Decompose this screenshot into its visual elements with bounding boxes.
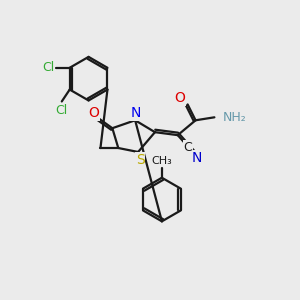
Text: O: O	[88, 106, 99, 120]
Text: Cl: Cl	[42, 61, 54, 74]
Text: C: C	[183, 140, 192, 154]
Text: Cl: Cl	[56, 104, 68, 117]
Text: NH₂: NH₂	[222, 111, 246, 124]
Text: S: S	[136, 153, 145, 167]
Text: O: O	[174, 92, 185, 106]
Text: N: N	[191, 151, 202, 165]
Text: CH₃: CH₃	[152, 156, 172, 166]
Text: N: N	[131, 106, 141, 120]
